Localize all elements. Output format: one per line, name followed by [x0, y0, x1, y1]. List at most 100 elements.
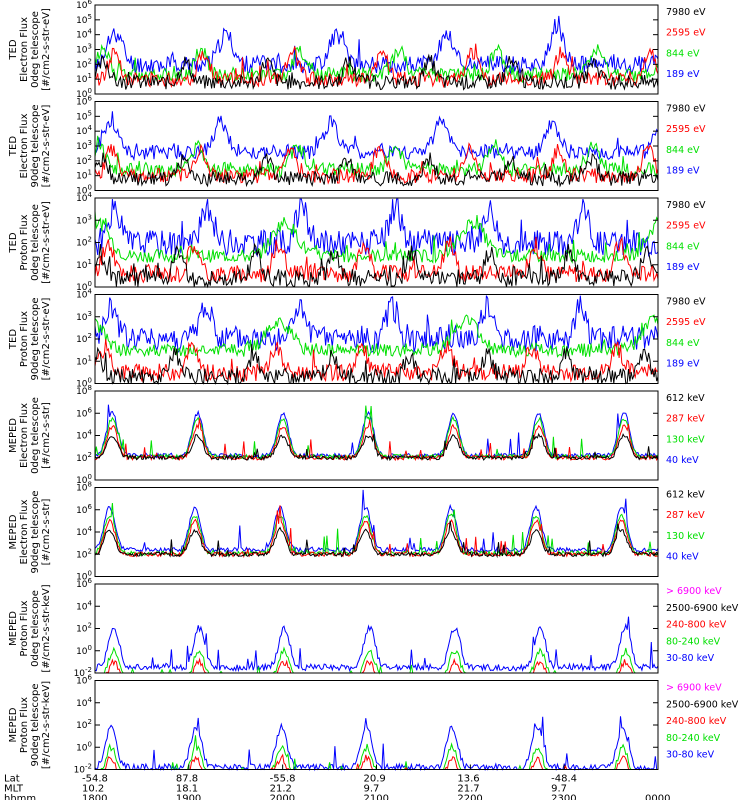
series-trace-7980-ev	[94, 344, 659, 386]
y-tick-label: 106	[76, 0, 92, 11]
legend-entry: 7980 eV	[666, 200, 706, 211]
x-tick-label: 9.7	[364, 784, 380, 795]
y-tick-label: 102	[76, 236, 92, 249]
legend-entry: 844 eV	[666, 145, 700, 156]
legend-entry: 40 keV	[666, 552, 699, 563]
y-tick-label: 106	[76, 406, 92, 419]
y-tick-label: 101	[76, 354, 92, 367]
x-tick-label: 1900	[176, 794, 201, 801]
legend-entry: 2595 eV	[666, 221, 706, 232]
series-trace-7980-ev	[94, 242, 659, 289]
y-tick-label: 101	[76, 169, 92, 182]
y-tick-label: 102	[76, 622, 92, 635]
y-axis-label: TEDProton Flux0deg telescope[#/cm2-s-str…	[8, 201, 52, 284]
series-trace-2595-ev	[94, 339, 659, 383]
y-tick-label: 102	[76, 154, 92, 167]
x-tick-label: 0000	[645, 794, 670, 801]
y-axis-label: TEDProton Flux90deg telescope[#/cm2-s-st…	[8, 297, 52, 380]
legend-entry: 844 eV	[666, 241, 700, 252]
x-tick-label: 1800	[82, 794, 107, 801]
series-trace-844-ev	[94, 211, 659, 264]
x-tick-label: 2000	[270, 794, 295, 801]
legend-entry: 80-240 keV	[666, 733, 721, 744]
x-tick-label: 20.9	[364, 774, 386, 785]
y-tick-label: 104	[76, 599, 92, 612]
y-tick-label: 101	[76, 258, 92, 271]
series-trace-844-ev	[94, 135, 659, 179]
y-axis-label: MEPEDProton Flux90deg telescope[#/cm2-s-…	[8, 681, 52, 769]
y-tick-label: 105	[76, 109, 92, 122]
x-tick-label: -55.8	[270, 774, 296, 785]
series-trace-844-ev	[94, 314, 659, 359]
y-axis-label: MEPEDElectron Flux0deg telescope[#/cm2-s…	[8, 397, 52, 474]
x-axis-labels: LatMLThhmm2025-54.810.21800Apr 0687.818.…	[4, 764, 678, 804]
y-tick-label: 105	[76, 13, 92, 26]
y-axis-label: MEPEDElectron Flux90deg telescope[#/cm2-…	[8, 490, 52, 573]
y-tick-label: 100	[76, 740, 92, 753]
legend-entry: 189 eV	[666, 262, 700, 273]
y-tick-label: 102	[76, 57, 92, 70]
series-trace-844-ev	[94, 43, 659, 84]
y-axis-label: TEDElectron Flux90deg telescope[#/cm2-s-…	[8, 104, 52, 187]
series-trace-130-kev	[94, 502, 659, 558]
legend-entry: 612 keV	[666, 490, 705, 501]
legend-entry: 2595 eV	[666, 317, 706, 328]
legend-entry: > 6900 keV	[666, 586, 722, 597]
series-trace-80-240-kev	[95, 646, 658, 675]
y-tick-label: 102	[76, 718, 92, 731]
legend-entry: 189 eV	[666, 166, 700, 177]
y-tick-label: 102	[76, 547, 92, 560]
y-tick-label: 103	[76, 310, 92, 323]
x-row-label: hhmm	[4, 794, 36, 801]
x-tick-label: 87.8	[176, 774, 198, 785]
legend-entry: 2500-6900 keV	[666, 699, 739, 710]
series-trace-612-kev	[94, 432, 659, 462]
x-tick-label: 2300	[551, 794, 576, 801]
y-tick-label: 104	[76, 429, 92, 442]
y-tick-label: 102	[76, 451, 92, 464]
legend-entry: 2595 eV	[666, 28, 706, 39]
y-axis-label: TEDElectron Flux0deg telescope[#/cm2-s-s…	[8, 8, 52, 91]
x-tick-label: 10.2	[82, 784, 104, 795]
x-tick-label: 2100	[364, 794, 389, 801]
y-tick-label: 100	[76, 644, 92, 657]
legend-entry: 7980 eV	[666, 7, 706, 18]
y-tick-label: 104	[76, 525, 92, 538]
x-tick-label: -54.8	[82, 774, 108, 785]
y-tick-label: 106	[76, 503, 92, 516]
legend-entry: 130 keV	[666, 434, 705, 445]
x-tick-label: 21.7	[457, 784, 479, 795]
y-axis-label: MEPEDProton Flux0deg telescope[#/cm2-s-s…	[8, 584, 52, 672]
x-tick-label: 18.1	[176, 784, 198, 795]
x-tick-label: 2200	[457, 794, 482, 801]
legend-entry: 287 keV	[666, 510, 705, 521]
legend-entry: > 6900 keV	[666, 683, 722, 694]
y-tick-label: 103	[76, 43, 92, 56]
plot-frame	[94, 680, 659, 770]
x-row-label: Lat	[4, 774, 20, 785]
y-tick-label: 104	[76, 696, 92, 709]
legend-entry: 40 keV	[666, 455, 699, 466]
series-trace-612-kev	[94, 520, 659, 559]
plot-frame	[94, 583, 659, 674]
x-tick-label: -48.4	[551, 774, 577, 785]
series-trace-7980-ev	[94, 152, 659, 188]
legend-entry: 844 eV	[666, 48, 700, 59]
legend-entry: 2595 eV	[666, 124, 706, 135]
legend-entry: 2500-6900 keV	[666, 603, 739, 614]
series-trace-7980-ev	[94, 53, 659, 91]
legend-entry: 844 eV	[666, 338, 700, 349]
legend-entry: 612 keV	[666, 393, 705, 404]
legend-entry: 189 eV	[666, 69, 700, 80]
series-trace-2595-ev	[94, 142, 659, 185]
x-tick-label: 13.6	[457, 774, 479, 785]
series-trace-2595-ev	[94, 43, 659, 89]
series-trace-30-80-kev	[94, 716, 658, 772]
